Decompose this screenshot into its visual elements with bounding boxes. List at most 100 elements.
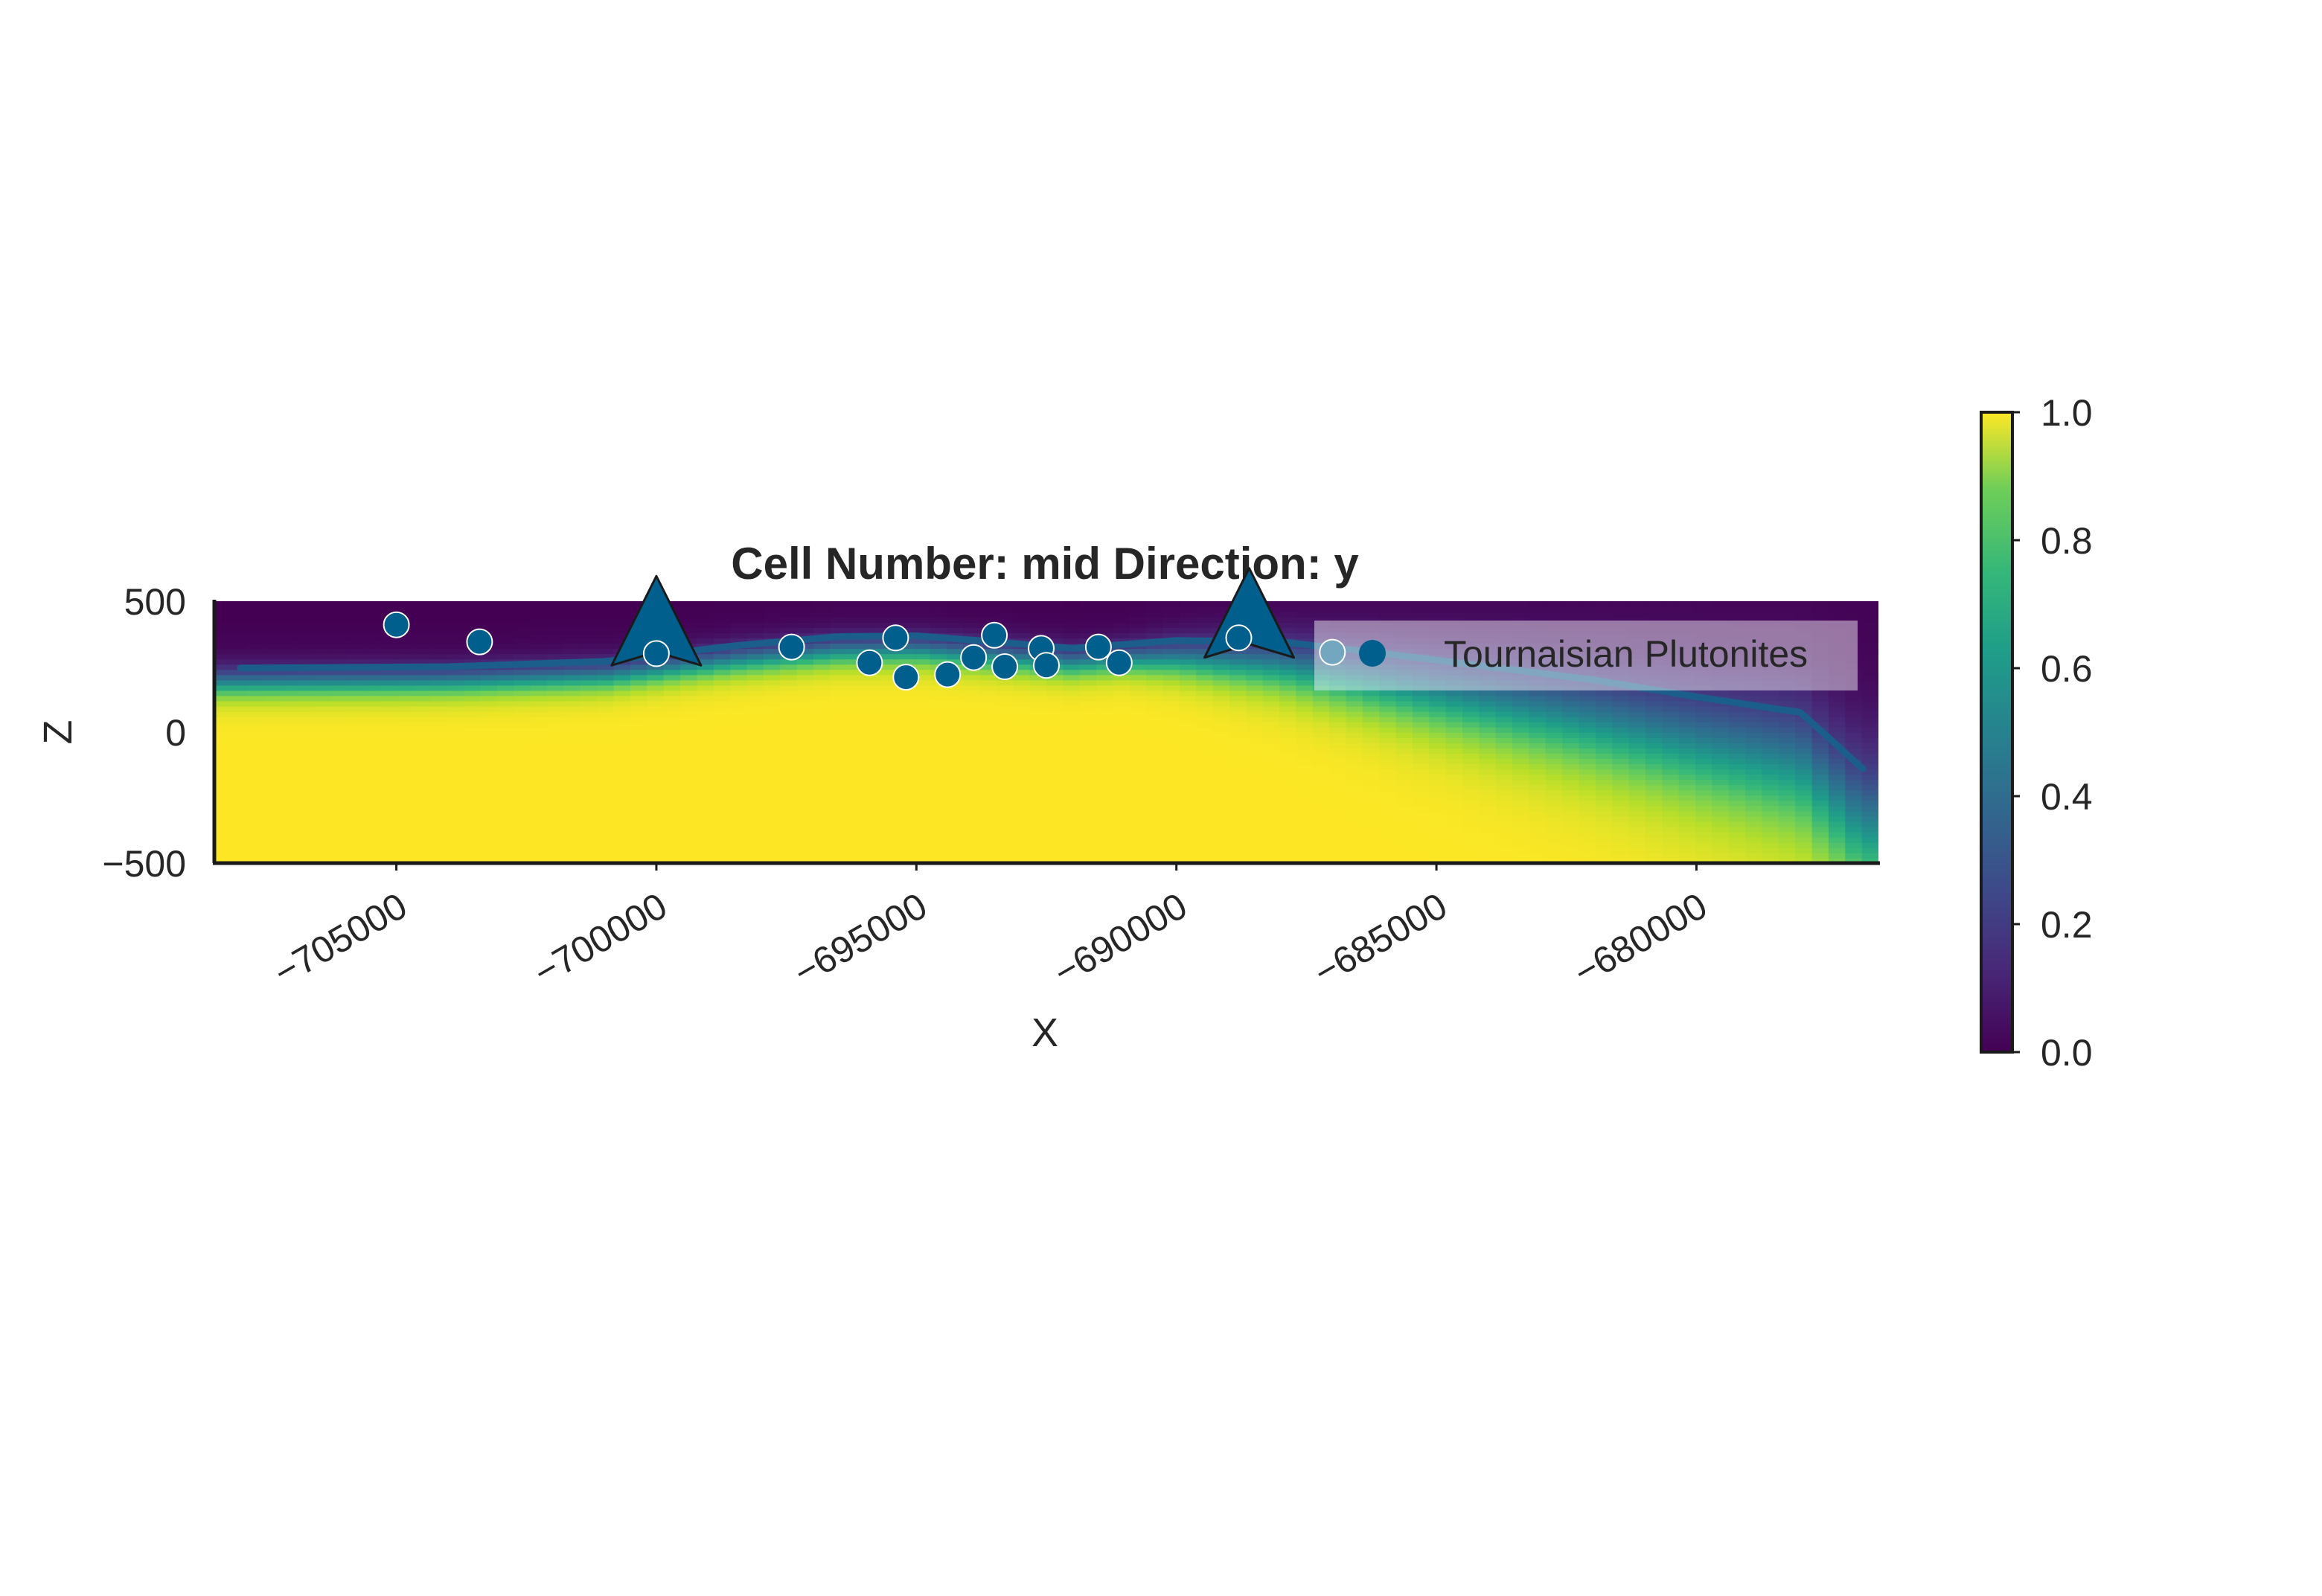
- heatmap-cell: [364, 795, 382, 801]
- heatmap-cell: [1395, 784, 1413, 791]
- heatmap-cell: [1146, 690, 1164, 696]
- heatmap-cell: [1845, 695, 1863, 702]
- heatmap-cell: [247, 716, 265, 722]
- heatmap-cell: [1262, 726, 1280, 733]
- heatmap-cell: [963, 769, 981, 775]
- heatmap-cell: [1595, 674, 1613, 681]
- heatmap-cell: [1063, 617, 1081, 623]
- heatmap-cell: [1811, 784, 1829, 791]
- heatmap-cell: [497, 732, 515, 738]
- heatmap-cell: [1845, 674, 1863, 681]
- heatmap-cell: [1445, 669, 1463, 676]
- heatmap-cell: [1778, 669, 1796, 676]
- heatmap-cell: [1745, 847, 1763, 853]
- heatmap-cell: [1512, 789, 1530, 796]
- heatmap-cell: [297, 748, 315, 754]
- heatmap-cell: [1861, 627, 1878, 634]
- heatmap-cell: [979, 826, 997, 833]
- heatmap-cell: [1346, 606, 1363, 612]
- heatmap-cell: [880, 826, 898, 833]
- heatmap-cell: [647, 758, 665, 765]
- heatmap-cell: [1628, 648, 1646, 655]
- heatmap-cell: [1562, 664, 1580, 670]
- heatmap-cell: [264, 857, 282, 863]
- heatmap-cell: [264, 795, 282, 801]
- heatmap-cell: [1162, 842, 1180, 848]
- heatmap-cell: [913, 732, 931, 738]
- heatmap-cell: [1013, 857, 1031, 863]
- heatmap-cell: [1562, 779, 1580, 786]
- heatmap-cell: [563, 852, 581, 859]
- heatmap-cell: [1778, 800, 1796, 807]
- heatmap-cell: [1412, 743, 1430, 749]
- heatmap-cell: [1562, 617, 1580, 623]
- heatmap-cell: [464, 847, 482, 853]
- heatmap-cell: [863, 857, 881, 863]
- heatmap-cell: [846, 685, 864, 691]
- heatmap-cell: [963, 705, 981, 712]
- heatmap-cell: [946, 726, 964, 733]
- heatmap-cell: [1296, 721, 1314, 728]
- heatmap-cell: [1395, 679, 1413, 686]
- heatmap-cell: [1845, 810, 1863, 817]
- heatmap-cell: [613, 836, 631, 843]
- heatmap-cell: [1013, 622, 1031, 628]
- heatmap-cell: [1063, 726, 1081, 733]
- heatmap-cell: [247, 732, 265, 738]
- heatmap-cell: [780, 784, 798, 791]
- heatmap-cell: [663, 842, 681, 848]
- heatmap-cell: [880, 800, 898, 807]
- heatmap-cell: [1346, 726, 1363, 733]
- heatmap-cell: [1695, 805, 1713, 812]
- heatmap-cell: [713, 743, 731, 749]
- heatmap-cell: [1512, 632, 1530, 639]
- heatmap-cell: [746, 774, 764, 781]
- heatmap-cell: [1063, 721, 1081, 728]
- heatmap-cell: [1612, 617, 1630, 623]
- heatmap-cell: [397, 800, 415, 807]
- heatmap-cell: [946, 836, 964, 843]
- heatmap-cell: [1845, 769, 1863, 775]
- heatmap-cell: [1762, 784, 1779, 791]
- heatmap-cell: [630, 826, 648, 833]
- heatmap-cell: [1129, 763, 1147, 770]
- heatmap-cell: [547, 612, 565, 618]
- heatmap-cell: [730, 612, 748, 618]
- heatmap-cell: [1113, 795, 1130, 801]
- heatmap-cell: [846, 795, 864, 801]
- heatmap-cell: [930, 711, 947, 717]
- heatmap-cell: [1362, 690, 1380, 696]
- heatmap-cell: [1013, 753, 1031, 759]
- heatmap-cell: [979, 664, 997, 670]
- heatmap-cell: [1412, 737, 1430, 743]
- heatmap-cell: [1412, 753, 1430, 759]
- heatmap-cell: [1845, 795, 1863, 801]
- heatmap-cell: [963, 601, 981, 607]
- heatmap-cell: [1462, 612, 1480, 618]
- heatmap-cell: [1695, 726, 1713, 733]
- heatmap-cell: [1579, 612, 1596, 618]
- heatmap-cell: [563, 758, 581, 765]
- heatmap-cell: [1113, 784, 1130, 791]
- heatmap-cell: [1845, 679, 1863, 686]
- heatmap-cell: [597, 711, 615, 717]
- heatmap-cell: [813, 795, 831, 801]
- heatmap-cell: [547, 622, 565, 628]
- heatmap-cell: [780, 737, 798, 743]
- heatmap-cell: [1645, 737, 1663, 743]
- heatmap-cell: [713, 669, 731, 676]
- heatmap-cell: [1312, 810, 1330, 817]
- heatmap-cell: [597, 700, 615, 707]
- heatmap-cell: [763, 789, 781, 796]
- heatmap-cell: [1645, 852, 1663, 859]
- heatmap-cell: [480, 847, 498, 853]
- heatmap-cell: [1445, 732, 1463, 738]
- heatmap-cell: [1811, 800, 1829, 807]
- heatmap-cell: [1545, 617, 1563, 623]
- heatmap-cell: [863, 852, 881, 859]
- heatmap-cell: [247, 612, 265, 618]
- heatmap-cell: [430, 674, 448, 681]
- heatmap-cell: [1778, 726, 1796, 733]
- heatmap-cell: [1795, 774, 1813, 781]
- heatmap-cell: [1712, 711, 1730, 717]
